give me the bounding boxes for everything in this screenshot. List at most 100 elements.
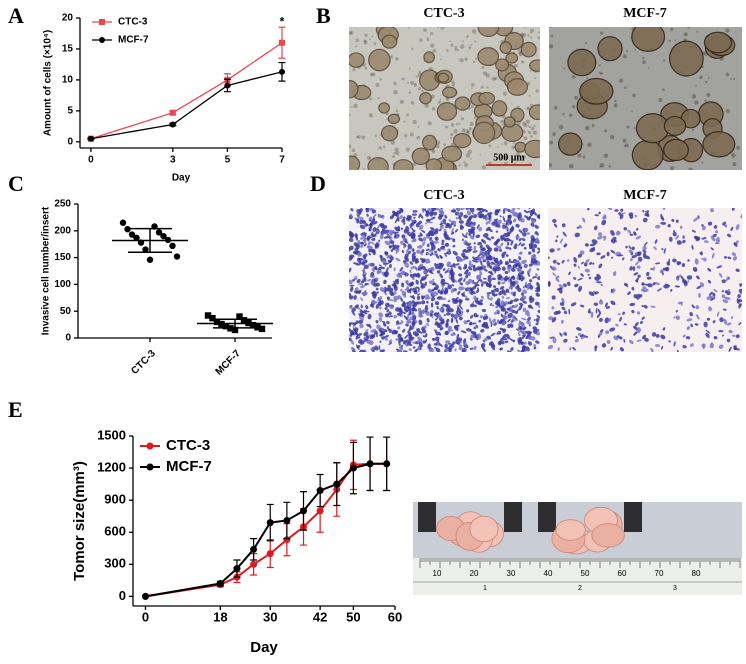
cell [673,341,676,347]
cell [504,260,509,266]
cell [406,313,410,320]
debris [471,83,475,87]
cell [605,306,610,309]
cell [497,330,502,335]
cell [407,302,413,308]
cell [460,208,466,211]
cell [412,273,418,277]
ruler-label: 3 [673,585,677,592]
cell [383,329,388,333]
sphere [454,96,471,111]
cell [508,261,514,264]
cell [576,327,582,331]
debris [647,67,650,69]
cell [504,239,507,242]
debris [515,152,521,157]
cell [711,252,715,259]
cell [494,213,497,216]
cell [377,225,380,229]
cell [601,219,607,226]
cell [441,242,444,246]
y-tick-label: 0 [119,588,126,603]
cell [670,289,673,292]
debris [355,38,360,43]
debris [586,77,589,80]
debris [731,153,736,158]
cell [574,232,580,238]
cell [421,300,426,305]
marker [316,487,324,495]
clamp [418,502,436,532]
cell [715,242,720,244]
cell [607,208,613,211]
cell [515,311,518,314]
cell [450,275,453,279]
cell [420,283,426,286]
debris [393,151,396,155]
tumor [591,523,625,548]
cell [477,211,483,216]
debris [417,87,422,91]
cell [434,330,438,333]
cell [409,281,414,286]
cell [598,211,601,215]
cell [450,267,454,274]
cell [396,348,399,351]
cell [393,330,398,334]
debris [377,97,380,100]
cell [361,318,365,321]
cell [433,288,439,290]
cell [472,279,475,283]
cell [393,280,397,286]
cell [594,291,599,295]
debris [725,72,730,77]
cell [439,224,445,229]
debris [408,91,411,94]
cell [422,335,426,338]
debris [550,34,554,38]
marker [124,225,131,233]
cell [383,235,390,239]
cell [453,314,459,320]
cell [375,229,380,233]
debris [526,106,530,111]
cell [349,295,354,300]
cell [535,273,538,277]
debris [523,123,528,128]
cell [355,344,360,350]
cell [443,218,447,223]
ruler [413,558,742,595]
cell [431,337,436,341]
cell [473,295,477,301]
cell [583,262,588,267]
x-tick-label: 42 [313,609,327,624]
cell [710,296,716,301]
cell [397,326,401,330]
cell [680,225,683,230]
cell [369,340,374,346]
cell [415,267,418,272]
cell [420,276,427,281]
debris [591,124,595,127]
cell [402,328,406,333]
cell [707,221,713,226]
cell [426,322,430,327]
cell [518,242,522,246]
cell [386,309,390,313]
cell [388,261,391,264]
cell [598,299,604,305]
marker [222,323,230,330]
cell [385,302,390,308]
cell [461,252,466,258]
y-tick-label: 50 [60,306,72,317]
cell [701,343,706,348]
cell [646,271,650,277]
debris [517,105,520,109]
cell [452,341,456,345]
debris [468,127,472,131]
cell [668,258,670,264]
clamp [538,502,556,532]
cell [494,311,497,315]
cell [357,251,362,257]
cell [404,288,408,291]
